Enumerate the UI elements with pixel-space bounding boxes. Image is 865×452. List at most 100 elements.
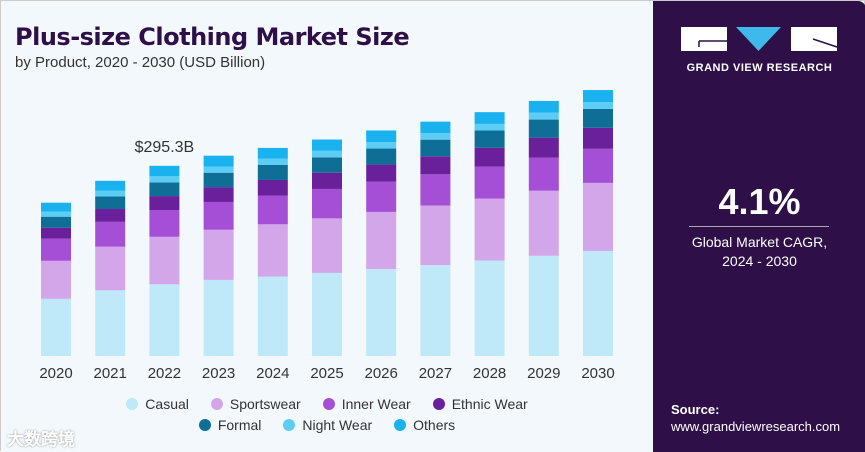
bar-segment-ethnic-wear-2022: [149, 196, 180, 210]
page-title: Plus-size Clothing Market Size: [15, 23, 410, 51]
cagr-label: Global Market CAGR, 2024 - 2030: [653, 233, 865, 271]
x-tick-label: 2021: [94, 365, 127, 382]
legend-label: Night Wear: [302, 416, 373, 433]
bar-segment-inner-wear-2029: [528, 157, 559, 191]
bar-segment-formal-2026: [366, 148, 397, 165]
bar-segment-formal-2020: [41, 216, 71, 228]
bar-segment-night-wear-2028: [474, 123, 505, 131]
bar-segment-formal-2024: [257, 164, 288, 180]
bar-segment-ethnic-wear-2025: [312, 172, 342, 189]
bar-segment-night-wear-2024: [257, 158, 288, 165]
bar-segment-sportswear-2024: [257, 224, 288, 277]
page-subtitle: by Product, 2020 - 2030 (USD Billion): [15, 54, 266, 71]
bar-segment-night-wear-2027: [420, 133, 451, 140]
x-tick-label: 2022: [148, 365, 181, 382]
bar-segment-others-2020: [41, 202, 71, 212]
bar-segment-sportswear-2029: [528, 190, 559, 256]
bar-segment-inner-wear-2024: [257, 195, 288, 225]
bar-segment-inner-wear-2025: [312, 188, 342, 219]
bar-segment-ethnic-wear-2020: [41, 227, 71, 239]
bar-segment-casual-2020: [41, 298, 71, 356]
x-tick-label: 2030: [581, 365, 614, 382]
bar-segment-inner-wear-2026: [366, 181, 397, 212]
bar-segment-ethnic-wear-2027: [420, 156, 451, 175]
cagr-label-line1: Global Market CAGR,: [691, 234, 828, 250]
x-tick-label: 2028: [473, 365, 506, 382]
legend-label: Casual: [145, 395, 189, 412]
x-tick-label: 2026: [365, 365, 398, 382]
bar-segment-formal-2029: [528, 119, 559, 138]
bar-segment-inner-wear-2022: [149, 209, 180, 237]
bar-segment-casual-2024: [257, 276, 288, 356]
bar-segment-casual-2021: [95, 290, 126, 356]
bar-segment-night-wear-2022: [149, 176, 180, 183]
bar-segment-formal-2023: [203, 172, 234, 188]
bar-segment-inner-wear-2027: [420, 174, 451, 206]
bar-segment-sportswear-2026: [366, 211, 397, 269]
bar-segment-night-wear-2023: [203, 166, 234, 173]
bar-segment-night-wear-2021: [95, 190, 126, 197]
legend-label: Ethnic Wear: [451, 395, 528, 412]
legend-item-night-wear: Night Wear: [283, 417, 372, 433]
legend-swatch: [283, 418, 296, 431]
bar-segment-formal-2021: [95, 196, 126, 210]
bar-segment-others-2022: [149, 165, 180, 177]
bar-segment-others-2027: [420, 121, 451, 134]
divider: [689, 226, 829, 227]
watermark: 大数跨境: [7, 430, 75, 449]
bar-segment-sportswear-2030: [583, 182, 613, 251]
bar-segment-ethnic-wear-2021: [95, 209, 126, 222]
legend-swatch: [198, 418, 211, 431]
bar-segment-casual-2025: [312, 272, 342, 356]
bar-segment-formal-2025: [312, 157, 342, 173]
bar-segment-ethnic-wear-2030: [583, 127, 613, 149]
legend-swatch: [126, 397, 139, 410]
bar-segment-others-2028: [474, 112, 505, 124]
bar-segment-casual-2030: [583, 250, 613, 356]
bar-segment-others-2023: [203, 155, 234, 167]
bar-segment-casual-2027: [420, 265, 451, 356]
bar-segment-ethnic-wear-2028: [474, 147, 505, 167]
bar-segment-inner-wear-2030: [583, 148, 613, 183]
legend-item-others: Others: [394, 417, 455, 433]
x-tick-label: 2025: [310, 365, 343, 382]
bar-segment-casual-2029: [528, 255, 559, 356]
legend-swatch: [210, 397, 223, 410]
bar-segment-sportswear-2022: [149, 236, 180, 285]
bar-segment-casual-2023: [203, 279, 234, 356]
x-tick-label: 2023: [202, 365, 235, 382]
source-label: Source:: [671, 402, 720, 417]
x-tick-label: 2029: [527, 365, 560, 382]
bar-segment-formal-2028: [474, 130, 505, 148]
grand-view-research-logo: [681, 27, 838, 51]
bar-segment-formal-2027: [420, 139, 451, 157]
bar-segment-night-wear-2030: [583, 102, 613, 109]
x-tick-label: 2020: [39, 365, 72, 382]
bar-segment-inner-wear-2028: [474, 166, 505, 199]
legend-label: Inner Wear: [341, 395, 411, 412]
bar-segment-ethnic-wear-2024: [257, 179, 288, 196]
x-tick-label: 2027: [419, 365, 452, 382]
bar-segment-casual-2028: [474, 260, 505, 356]
bar-segment-night-wear-2020: [41, 211, 71, 217]
legend-label: Formal: [217, 416, 262, 433]
bar-segment-night-wear-2026: [366, 141, 397, 149]
x-tick-label: 2024: [256, 365, 289, 382]
legend: Casual Sportswear Inner Wear Ethnic Wear Fo…: [1, 393, 653, 435]
source-link[interactable]: www.grandviewresearch.com: [671, 419, 841, 434]
bar-segment-others-2025: [312, 139, 342, 151]
bar-segment-sportswear-2023: [203, 229, 234, 280]
bar-segment-casual-2026: [366, 268, 397, 356]
bar-segment-others-2026: [366, 130, 397, 142]
bar-segment-sportswear-2020: [41, 260, 71, 299]
bar-segment-sportswear-2027: [420, 205, 451, 266]
bar-segment-sportswear-2028: [474, 198, 505, 261]
bar-segment-formal-2022: [149, 182, 180, 197]
bar-segment-night-wear-2025: [312, 150, 342, 158]
bar-segment-casual-2022: [149, 284, 180, 356]
stacked-bar-chart: 2020 2021 2022 $295.3B 2023 2024 2025 2026 2027 2…: [39, 90, 615, 382]
bar-segment-night-wear-2029: [528, 112, 559, 120]
bar-segment-inner-wear-2020: [41, 238, 71, 261]
total-annotation: $295.3B: [135, 139, 195, 156]
